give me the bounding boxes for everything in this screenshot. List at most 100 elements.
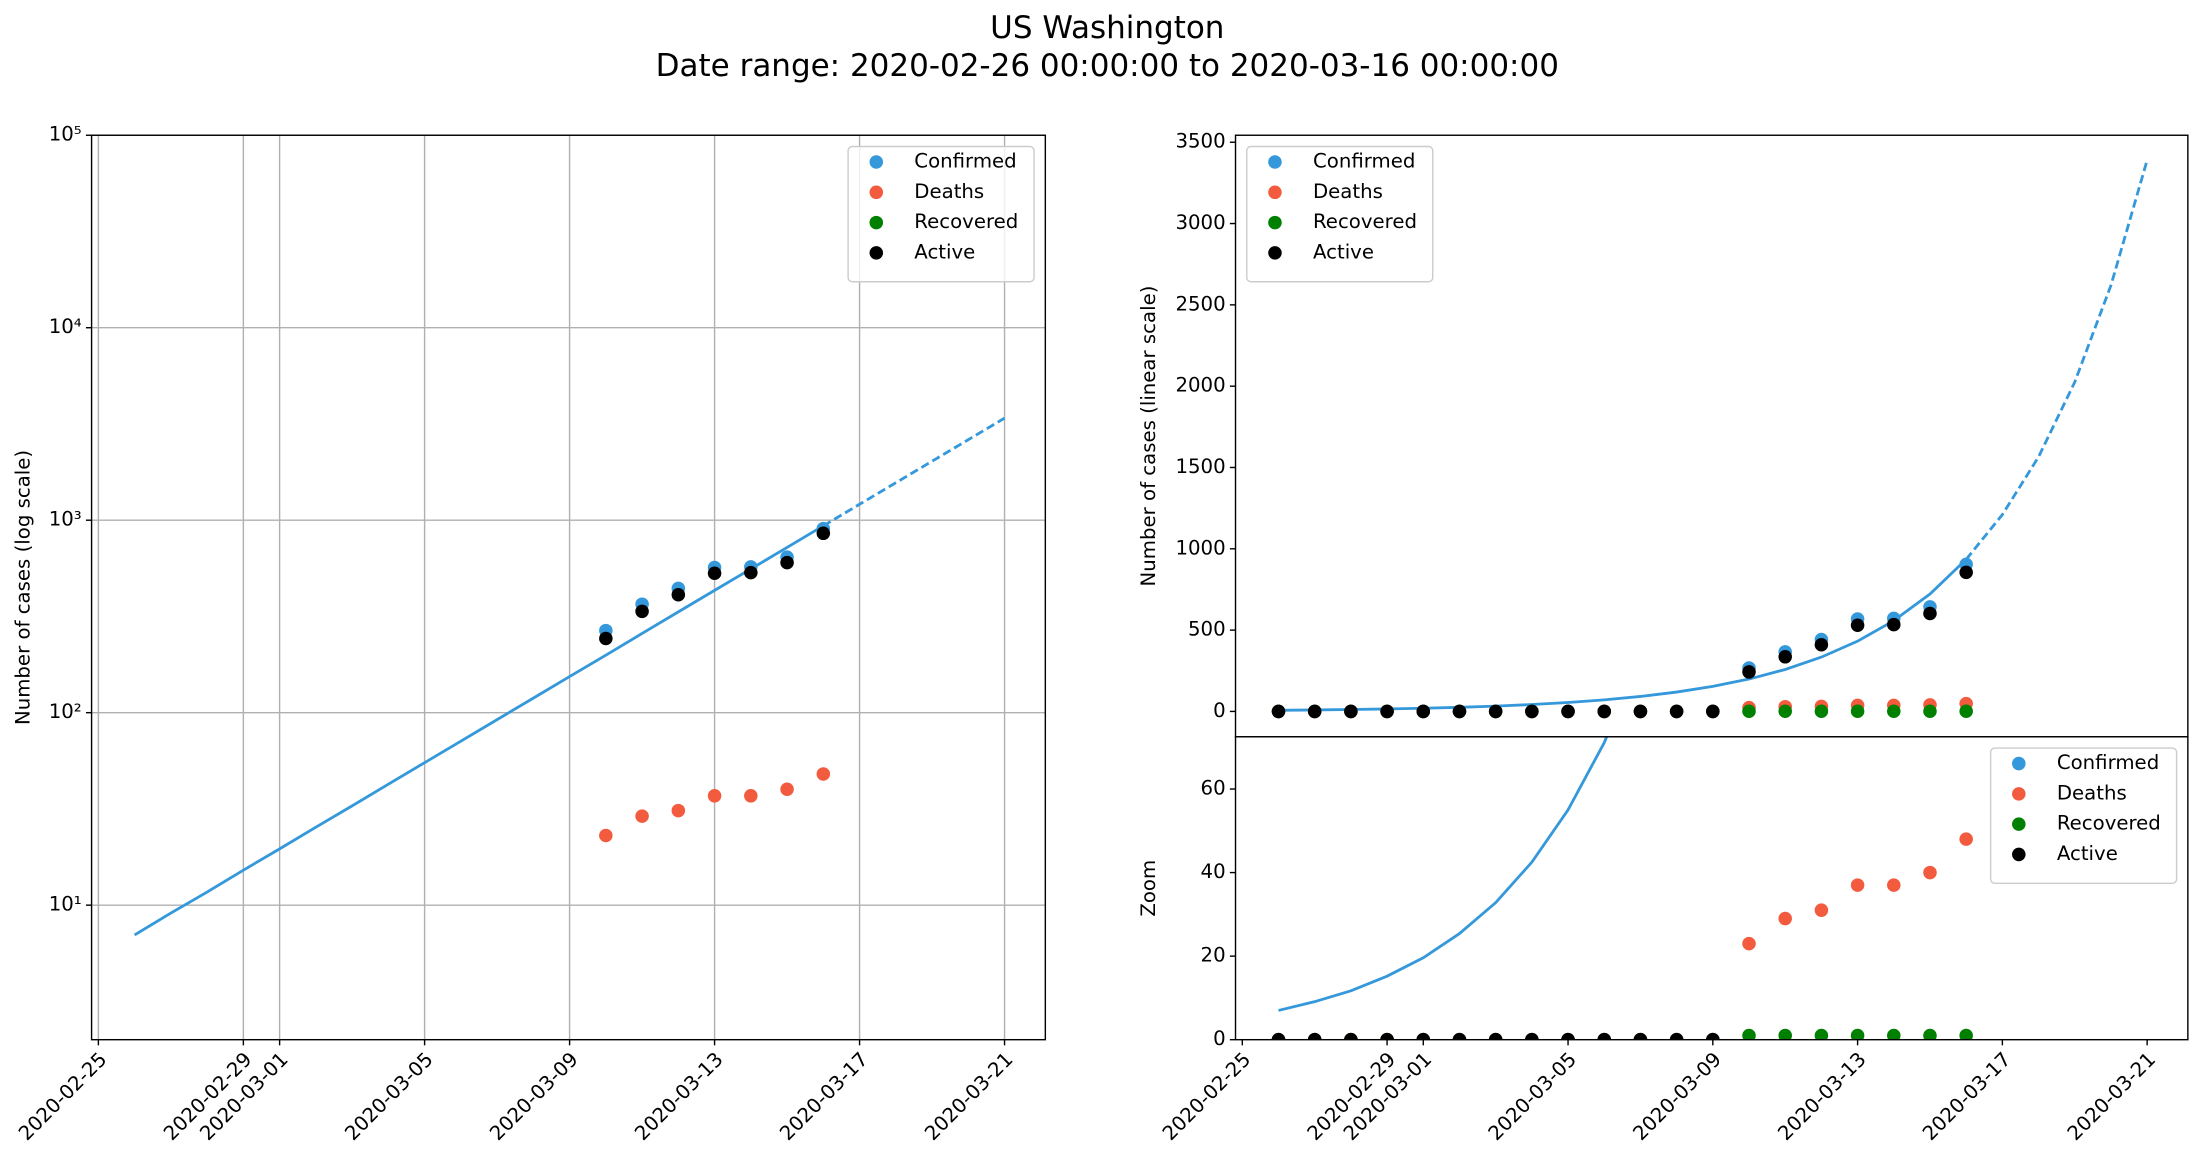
legend-marker: [2012, 756, 2026, 771]
data-point: [1561, 1032, 1575, 1040]
legend-marker: [869, 246, 884, 260]
y-tick-label: 500: [1188, 618, 1226, 641]
plot-area: [1271, 18, 1973, 1040]
y-axis-label: Number of cases (linear scale): [1137, 286, 1160, 587]
legend-box: [847, 145, 1035, 283]
data-point: [1742, 1028, 1756, 1040]
y-tick-label: 20: [1201, 944, 1226, 967]
data-point: [1850, 1028, 1865, 1040]
data-point: [744, 1091, 758, 1105]
data-point: [1959, 832, 1973, 846]
y-axis-label: Zoom: [1137, 860, 1160, 917]
legend-marker: [1268, 155, 1282, 169]
data-point: [1706, 1032, 1720, 1040]
data-point: [1814, 1028, 1829, 1040]
y-tick-label: 1000: [1175, 536, 1225, 559]
axes-frame: [1234, 736, 2189, 1041]
data-point: [635, 809, 649, 823]
data-point: [1271, 704, 1286, 719]
data-point: [1923, 704, 1937, 719]
data-point: [1669, 704, 1684, 719]
y-tick-label: 1500: [1175, 455, 1225, 478]
data-point: [1778, 650, 1792, 664]
chart-title: US Washington: [990, 10, 1224, 46]
legend-label: Deaths: [2057, 781, 2127, 804]
legend-marker: [869, 215, 884, 230]
data-point: [1344, 1032, 1358, 1040]
legend-label: Recovered: [1313, 210, 1417, 233]
x-tick-label: 2020-03-13: [1773, 1048, 1870, 1145]
legend-box: [1246, 145, 1434, 283]
data-point: [1380, 1032, 1394, 1040]
axes-frame: [90, 134, 1047, 1041]
data-point: [1633, 1032, 1648, 1040]
fit-line: [1965, 159, 2149, 561]
data-point: [1814, 704, 1829, 719]
data-point: [1959, 1028, 1973, 1040]
data-point: [1923, 865, 1937, 880]
data-point: [1380, 704, 1394, 719]
data-point: [816, 526, 831, 541]
data-point: [1814, 637, 1829, 652]
data-point: [1742, 18, 1756, 32]
x-tick-label: 2020-03-17: [775, 1048, 872, 1145]
data-point: [599, 631, 613, 646]
legend-marker: [1268, 246, 1282, 260]
data-point: [1488, 1032, 1503, 1040]
data-point: [816, 767, 831, 781]
y-tick-label: 0: [1213, 699, 1226, 722]
data-point: [1525, 1032, 1539, 1040]
data-point: [1814, 903, 1829, 917]
legend-label: Active: [1313, 240, 1374, 263]
data-point: [1887, 704, 1901, 719]
legend-box: [1989, 747, 2178, 885]
data-point: [1416, 1032, 1431, 1040]
legend-label: Deaths: [1313, 180, 1383, 203]
data-point: [1887, 878, 1901, 892]
data-point: [1923, 1028, 1937, 1040]
legend-label: Active: [2057, 842, 2118, 865]
data-point: [1561, 704, 1575, 719]
y-tick-label: 10²: [49, 700, 82, 723]
x-tick-label: 2020-02-25: [1158, 1048, 1255, 1145]
data-point: [707, 789, 722, 803]
data-point: [1452, 1032, 1467, 1040]
data-point: [599, 828, 613, 843]
legend: Confirmed Deaths Recovered Active: [1989, 747, 2178, 885]
x-tick-label: 2020-03-05: [340, 1048, 437, 1145]
legend-label: Confirmed: [2057, 751, 2159, 774]
data-point: [1778, 1028, 1792, 1040]
data-point: [708, 1091, 722, 1105]
legend-label: Confirmed: [1313, 150, 1415, 173]
data-point: [1742, 665, 1756, 679]
legend-label: Recovered: [2057, 812, 2161, 835]
data-point: [1597, 1032, 1611, 1040]
plot-area: [1271, 159, 2149, 719]
data-point: [1850, 878, 1865, 892]
data-point: [1887, 1028, 1901, 1040]
y-axis-label: Number of cases (log scale): [11, 450, 34, 725]
legend-marker: [2012, 817, 2026, 831]
data-point: [1307, 704, 1322, 719]
data-point: [1416, 704, 1431, 719]
data-point: [780, 555, 794, 570]
data-point: [1778, 704, 1792, 719]
data-point: [780, 1091, 794, 1105]
x-tick-label: 2020-03-21: [920, 1048, 1017, 1145]
data-point: [707, 566, 722, 581]
data-point: [1742, 936, 1756, 951]
data-point: [1344, 704, 1358, 719]
legend-marker: [869, 185, 884, 200]
y-tick-label: 10⁵: [49, 123, 82, 146]
legend: Confirmed Deaths Recovered Active: [847, 145, 1035, 283]
legend: Confirmed Deaths Recovered Active: [1246, 145, 1434, 283]
legend-marker: [2012, 787, 2026, 801]
legend-marker: [1268, 185, 1282, 200]
data-point: [1850, 704, 1865, 719]
data-point: [744, 789, 758, 803]
y-tick-label: 40: [1201, 860, 1226, 883]
legend-marker: [869, 155, 884, 169]
